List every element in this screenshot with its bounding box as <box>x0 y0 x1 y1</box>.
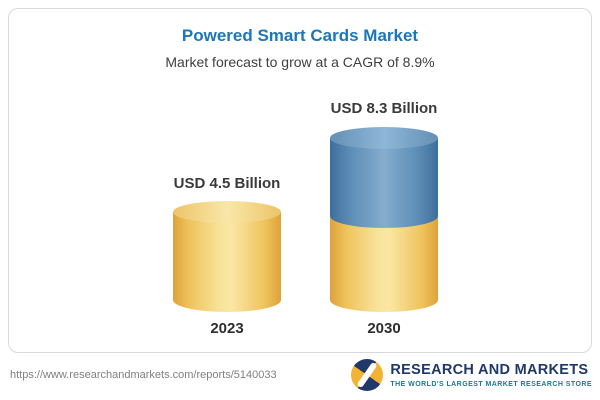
x-axis-label-2030: 2030 <box>367 320 401 337</box>
source-url: https://www.researchandmarkets.com/repor… <box>10 369 277 381</box>
bar-cylinder-2030 <box>330 127 438 312</box>
x-axis-label-2023: 2023 <box>210 320 244 337</box>
chart-title: Powered Smart Cards Market <box>181 26 419 45</box>
logo-name: RESEARCH AND MARKETS <box>390 362 589 379</box>
logo-tagline: THE WORLD'S LARGEST MARKET RESEARCH STOR… <box>390 380 592 388</box>
bar-2030-gold-segment <box>330 216 438 312</box>
chart-card <box>8 8 592 353</box>
bar-2023-gold-segment <box>173 212 281 312</box>
bar-cylinder-2023 <box>173 201 281 312</box>
chart-subtitle: Market forecast to grow at a CAGR of 8.9… <box>165 54 435 70</box>
bar-2030-top-cap <box>330 127 438 149</box>
globe-logo-icon <box>351 359 384 391</box>
bar-2023-top-cap <box>173 201 281 223</box>
logo-text: RESEARCH AND MARKETS THE WORLD'S LARGEST… <box>390 362 592 388</box>
value-label-2030: USD 8.3 Billion <box>330 100 438 117</box>
research-and-markets-logo: RESEARCH AND MARKETS THE WORLD'S LARGEST… <box>351 357 592 393</box>
value-label-2023: USD 4.5 Billion <box>173 175 281 192</box>
bar-2030-blue-segment <box>330 138 438 228</box>
